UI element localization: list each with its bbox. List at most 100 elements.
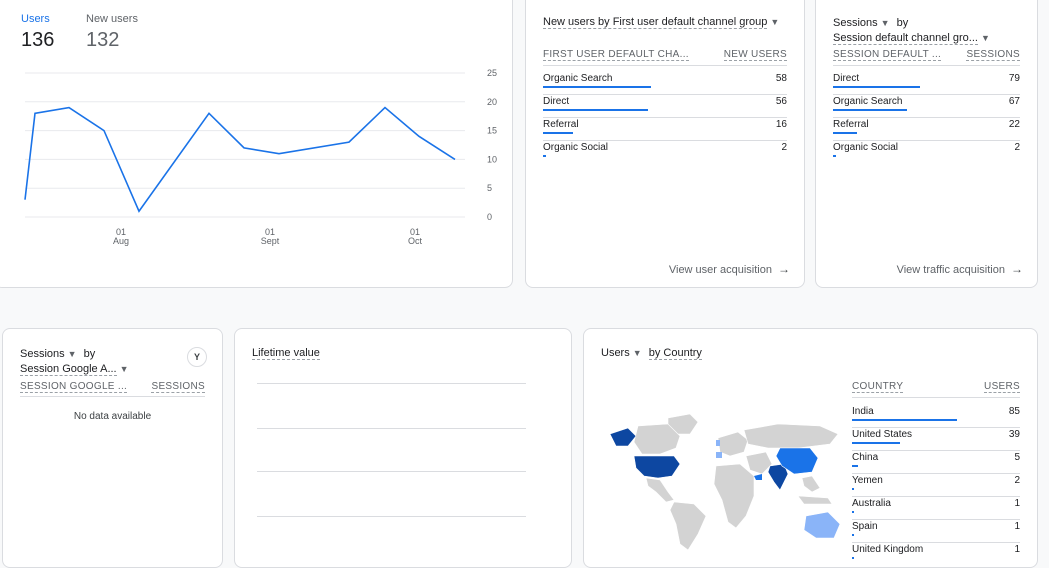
table-row[interactable]: Referral 16 [543, 119, 787, 142]
table-divider [543, 65, 787, 66]
sessions-ads-col1-header[interactable]: SESSION GOOGLE ... [20, 381, 128, 393]
country-card-title[interactable]: Users ▼ by Country [601, 347, 702, 360]
sessions-ads-col2-header[interactable]: SESSIONS [151, 381, 205, 393]
sessions-title-dimension: Session default channel gro... [833, 32, 978, 45]
row-divider [852, 496, 1020, 497]
map-region-middle-east [745, 451, 773, 475]
new-users-card-title-text: New users by First user default channel … [543, 16, 768, 29]
row-divider [852, 542, 1020, 543]
country-row-value: 1 [1014, 521, 1020, 532]
lifetime-value-title[interactable]: Lifetime value [252, 347, 320, 360]
table-row[interactable]: Organic Search 67 [833, 96, 1020, 119]
new-users-row-label: Direct [543, 96, 570, 107]
y-tick-label: 10 [487, 154, 497, 164]
table-row[interactable]: Yemen 2 [852, 475, 1020, 498]
map-region-australia [803, 511, 841, 539]
gridline [257, 383, 526, 384]
sessions-row-label: Direct [833, 73, 860, 84]
country-title-metric: Users [601, 347, 630, 359]
filter-icon-button[interactable]: Y [187, 347, 207, 367]
no-data-message: No data available [73, 411, 152, 422]
country-col1-header[interactable]: COUNTRY [852, 381, 904, 393]
sessions-row-value: 2 [1014, 142, 1020, 153]
table-row[interactable]: Direct 79 [833, 73, 1020, 96]
sessions-row-bar [833, 132, 857, 134]
tab-users[interactable]: Users 136 [21, 13, 54, 52]
y-tick-label: 25 [487, 68, 497, 78]
country-row-label: United States [852, 429, 913, 440]
map-region-spain [716, 452, 722, 458]
row-divider [833, 140, 1020, 141]
sessions-col2-header[interactable]: SESSIONS [966, 49, 1020, 61]
table-row[interactable]: Australia 1 [852, 498, 1020, 521]
new-users-row-value: 58 [775, 73, 787, 84]
country-row-value: 2 [1014, 475, 1020, 486]
sessions-title-metric: Sessions [833, 17, 878, 29]
users-series-line[interactable] [24, 106, 456, 213]
country-col2-header[interactable]: USERS [984, 381, 1020, 393]
sessions-row-bar [833, 86, 920, 88]
sessions-title-by: by [896, 17, 909, 29]
row-divider [852, 473, 1020, 474]
tab-new-users[interactable]: New users 132 [86, 13, 138, 52]
row-divider [852, 450, 1020, 451]
filter-icon: Y [193, 352, 200, 362]
new-users-card-title[interactable]: New users by First user default channel … [543, 16, 780, 29]
map-region-yemen [754, 474, 762, 480]
new-users-channel-card: New users by First user default channel … [525, 0, 805, 288]
map-region-alaska [609, 427, 637, 447]
tab-new-users-label: New users [86, 13, 138, 25]
x-tick-month: Oct [408, 236, 423, 246]
new-users-row-bar [543, 109, 648, 111]
country-row-label: China [852, 452, 879, 463]
map-region-africa [713, 463, 755, 529]
new-users-row-value: 56 [775, 96, 787, 107]
map-region-mexico [645, 477, 675, 503]
country-row-bar [852, 419, 957, 421]
sessions-col1-header[interactable]: SESSION DEFAULT ... [833, 49, 942, 61]
table-row[interactable]: China 5 [852, 452, 1020, 475]
row-divider [543, 117, 787, 118]
sessions-card-title[interactable]: Sessions ▼ by Session default channel gro… [833, 16, 990, 46]
table-row[interactable]: Spain 1 [852, 521, 1020, 544]
chevron-down-icon: ▼ [119, 364, 129, 374]
table-row[interactable]: Organic Social 2 [543, 142, 787, 165]
row-divider [833, 117, 1020, 118]
table-row[interactable]: Organic Social 2 [833, 142, 1020, 165]
table-row[interactable]: Referral 22 [833, 119, 1020, 142]
sessions-ads-card: Sessions ▼ by Session Google A... ▼ Y SESS… [2, 328, 223, 568]
new-users-row-label: Referral [543, 119, 579, 130]
sessions-row-bar [833, 109, 907, 111]
country-row-label: Australia [852, 498, 891, 509]
country-row-value: 5 [1014, 452, 1020, 463]
map-region-united-kingdom [716, 440, 720, 446]
world-map[interactable] [598, 412, 848, 552]
table-row[interactable]: India 85 [852, 406, 1020, 429]
country-row-bar [852, 442, 900, 444]
sessions-row-label: Organic Social [833, 142, 899, 153]
y-tick-label: 5 [487, 183, 492, 193]
new-users-col1-header[interactable]: FIRST USER DEFAULT CHA... [543, 49, 689, 61]
table-row[interactable]: United States 39 [852, 429, 1020, 452]
row-divider [543, 94, 787, 95]
sessions-row-value: 79 [1008, 73, 1020, 84]
new-users-row-bar [543, 155, 546, 157]
view-user-acquisition-link[interactable]: View user acquisition → [669, 262, 790, 276]
table-row[interactable]: Organic Search 58 [543, 73, 787, 96]
view-traffic-acquisition-link[interactable]: View traffic acquisition → [897, 262, 1023, 276]
table-row[interactable]: Direct 56 [543, 96, 787, 119]
country-row-bar [852, 534, 854, 536]
chevron-down-icon: ▼ [770, 17, 780, 27]
sessions-row-bar [833, 155, 836, 157]
country-row-bar [852, 488, 854, 490]
country-row-bar [852, 465, 858, 467]
new-users-row-label: Organic Search [543, 73, 613, 84]
row-divider [852, 519, 1020, 520]
table-divider [833, 65, 1020, 66]
country-title-dimension: by Country [648, 347, 702, 360]
arrow-right-icon: → [778, 262, 790, 276]
sessions-ads-card-title[interactable]: Sessions ▼ by Session Google A... ▼ [20, 347, 129, 377]
new-users-col2-header[interactable]: NEW USERS [723, 49, 787, 61]
table-row[interactable]: United Kingdom 1 [852, 544, 1020, 567]
